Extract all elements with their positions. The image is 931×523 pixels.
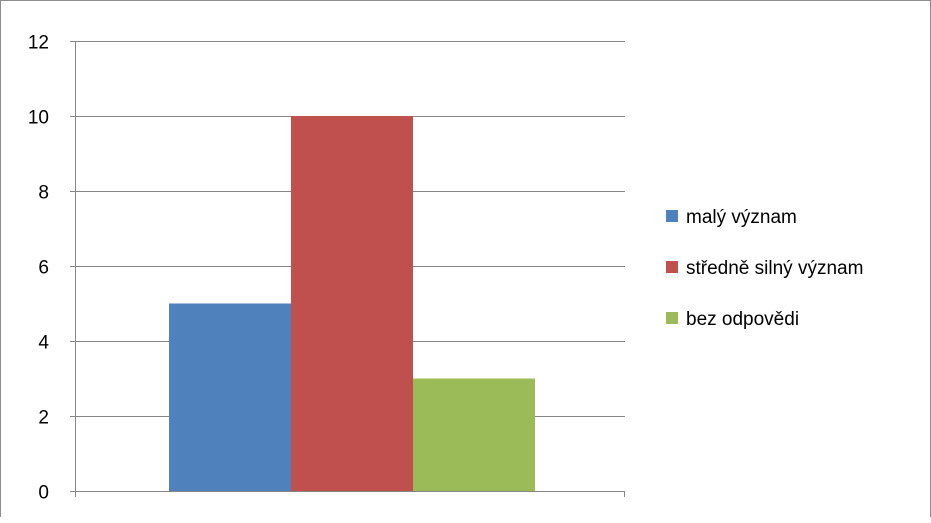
legend: malý význam středně silný význam bez odpov… bbox=[666, 207, 863, 330]
y-tick-label: 4 bbox=[38, 333, 49, 354]
y-tick-label: 8 bbox=[38, 183, 49, 204]
legend-swatch bbox=[666, 312, 678, 324]
y-tick-label: 0 bbox=[38, 483, 49, 504]
legend-swatch bbox=[666, 210, 678, 222]
legend-label: středně silný význam bbox=[686, 258, 863, 279]
legend-label: bez odpovědi bbox=[686, 309, 799, 330]
bar-3 bbox=[413, 378, 535, 491]
y-tick-label: 10 bbox=[28, 108, 49, 129]
y-tick-label: 12 bbox=[28, 33, 49, 54]
y-tick-label: 2 bbox=[38, 408, 49, 429]
y-tick-labels: 0 2 4 6 8 10 12 bbox=[28, 33, 50, 504]
bar-2 bbox=[291, 116, 413, 491]
bar-1 bbox=[169, 303, 291, 491]
axes bbox=[70, 41, 625, 497]
legend-label: malý význam bbox=[686, 207, 797, 228]
legend-swatch bbox=[666, 261, 678, 273]
y-tick-label: 6 bbox=[38, 258, 49, 279]
bars bbox=[169, 116, 535, 491]
